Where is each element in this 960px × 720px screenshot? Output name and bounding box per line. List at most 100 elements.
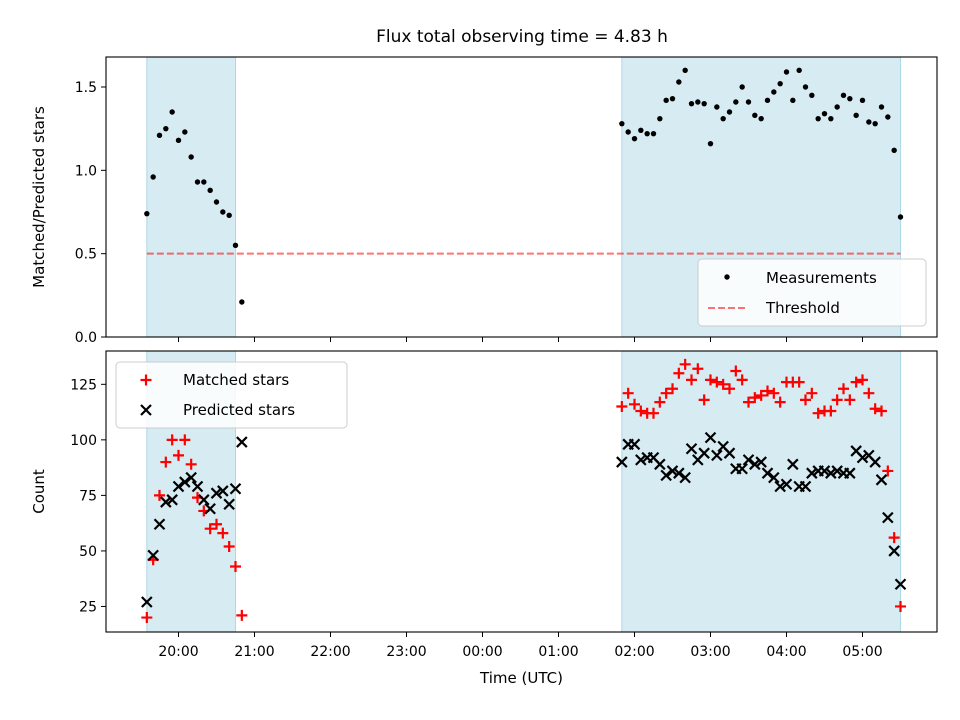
y-axis-label: Matched/Predicted stars [30,106,48,288]
y-tick-label: 125 [70,377,97,393]
measurement-point [695,99,701,105]
matched-point [230,560,241,572]
y-tick-label: 25 [79,599,97,615]
measurement-point [872,120,878,127]
measurement-point [891,147,897,154]
measurement-point [650,130,657,137]
measurement-point [201,179,207,185]
measurement-point [828,115,834,122]
measurement-point [625,129,631,135]
ratio-panel: 0.0 0.5 1.0 1.5 Matched/Predicted stars Measu… [30,56,938,346]
axes-frame [105,350,938,633]
measurement-point [897,214,904,220]
matched-point [686,374,697,386]
legend-matched-label: Matched stars [183,371,289,389]
measurement-point [758,115,764,122]
matched-point [705,374,716,386]
matched-point [800,394,811,406]
matched-point [711,376,723,388]
matched-point [622,387,634,399]
matched-point [831,394,843,406]
predicted-point [869,456,881,468]
measurement-point [834,104,840,110]
matched-point [736,374,748,386]
matched-point [844,394,856,406]
measurement-point [175,137,182,144]
predicted-point [768,471,780,484]
matched-point [217,527,229,539]
legend-threshold-label: Threshold [765,299,840,317]
predicted-point [210,487,223,499]
matched-point [850,376,862,388]
x-tick-label: 22:00 [310,644,350,660]
predicted-point [673,467,685,479]
x-tick-label: 20:00 [158,644,198,660]
matched-point [755,389,767,401]
predicted-point [236,436,248,448]
predicted-point [704,431,717,444]
predicted-point [198,494,210,506]
predicted-point [780,478,793,491]
predicted-point [742,454,755,466]
x-tick-label: 21:00 [234,644,274,660]
x-axis-label: Time (UTC) [479,669,563,687]
matched-point [762,385,773,397]
measurement-point [619,120,625,127]
matched-point [679,358,691,370]
legend-measurements-label: Measurements [766,269,877,287]
measurement-point [815,115,821,122]
predicted-point [818,465,831,477]
measurement-point [207,187,213,194]
y-tick-label: 0.0 [75,330,97,346]
predicted-point [185,471,197,484]
measurement-point [752,112,758,119]
measurement-point [213,199,220,205]
x-tick-label: 03:00 [690,644,730,660]
matched-point [882,465,894,477]
predicted-point [875,474,888,486]
measurement-point [232,242,239,249]
predicted-point [831,465,843,477]
predicted-point [723,447,736,459]
matched-point [204,523,216,535]
y-tick-label: 1.0 [75,163,97,179]
measurement-point [777,80,783,87]
measurement-point [163,125,169,132]
y-tick-label: 100 [70,433,97,449]
x-tick-label: 00:00 [462,644,502,660]
y-axis-label: Count [30,469,48,514]
y-tick-label: 1.5 [75,80,97,96]
predicted-point [166,494,178,506]
predicted-point [217,485,229,497]
predicted-point [736,462,748,475]
matched-point [730,365,742,377]
predicted-point [799,480,812,493]
predicted-point [711,449,723,462]
predicted-point [204,502,216,515]
observing-window-1 [146,57,236,337]
measurement-point [188,154,194,160]
matched-point [698,394,710,406]
measurement-point [802,84,809,90]
matched-point [223,540,235,552]
measurement-point [226,212,232,219]
measurement-point [745,99,752,105]
matched-point [629,398,640,410]
measurement-point [796,67,802,74]
measurement-point [657,115,663,122]
matched-point [793,376,805,388]
measurement-point [194,179,201,185]
measurement-point [688,100,695,107]
legend-measurements-marker [724,274,730,280]
chart-title: Flux total observing time = 4.83 h [376,27,668,47]
measurement-point [144,210,150,217]
measurement-point [644,130,650,137]
count-panel: 25 50 75 100 125 20:00 21:00 22:00 23:00 00:00 01:… [30,350,938,687]
matched-point [648,407,659,419]
predicted-point [666,465,679,477]
predicted-point [825,467,837,479]
predicted-point [761,467,774,479]
matched-point [692,363,704,375]
measurement-point [853,112,859,119]
matched-point [173,449,184,461]
